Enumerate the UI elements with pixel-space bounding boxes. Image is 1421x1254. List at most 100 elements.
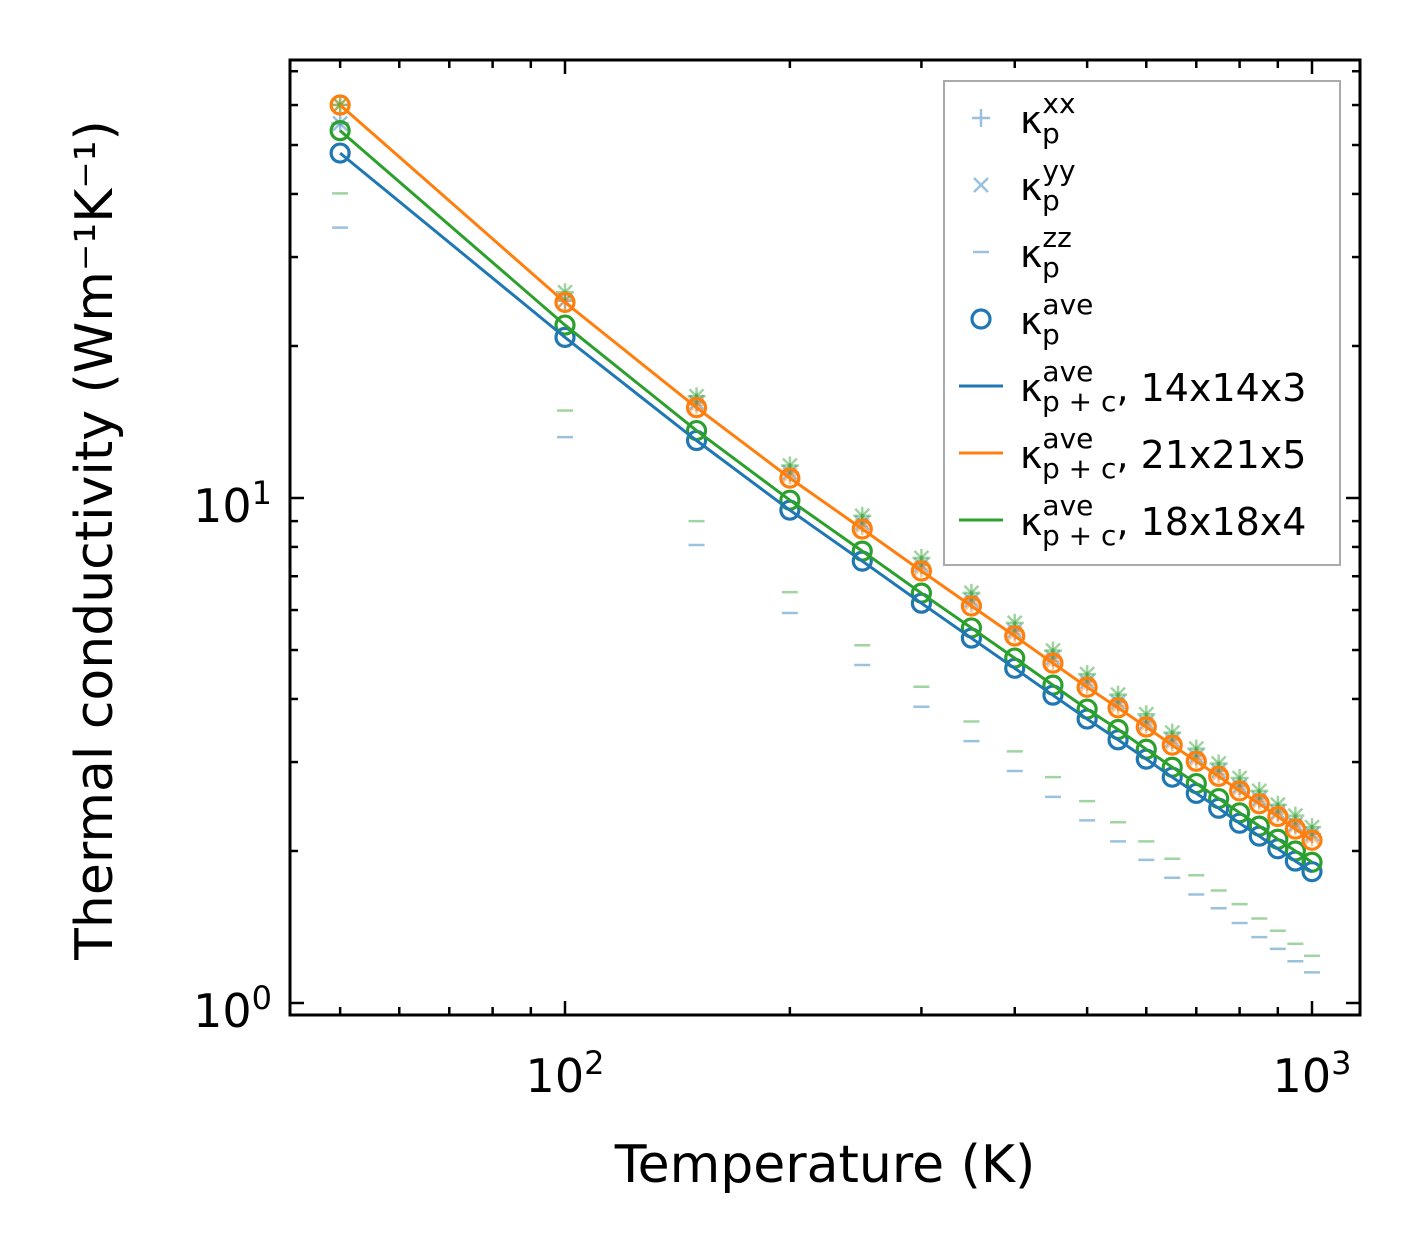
kappa-yy-point-14x14x3-b <box>1164 731 1181 748</box>
kappa-ave-point-21x21x5-c <box>1185 750 1207 772</box>
kappa-ave-point-21x21x5 <box>1248 793 1270 815</box>
legend-label: κxx p <box>1020 87 1076 150</box>
kappa-ave-point-18x18x4 <box>329 119 351 142</box>
kappa-yy-point-14x14x3 <box>332 115 349 132</box>
kappa-yy-point-14x14x3-b <box>688 394 705 411</box>
kappa-yy-point-14x14x3 <box>1045 649 1061 666</box>
kappa-yy-point-14x14x3-a <box>781 464 798 481</box>
kappa-xx-point-18x18x4 <box>780 456 799 475</box>
kappa-ave-point-21x21x5 <box>960 595 983 617</box>
kappa-yy-point-14x14x3-b <box>963 592 980 609</box>
kappa-ave-point-21x21x5 <box>1042 652 1064 674</box>
kappa-yy-point-14x14x3-b <box>1251 790 1268 807</box>
kappa-yy-point-18x18x4-b <box>332 96 349 113</box>
kappa-ave-point-14x14x3 <box>1301 861 1323 883</box>
kappa-xx-point-18x18x4 <box>1163 723 1182 742</box>
kappa-xx-point-18x18x4 <box>1268 795 1287 814</box>
kappa-xx-point-18x18x4 <box>1303 818 1321 837</box>
kappa-yy-point-14x14x3 <box>1231 778 1248 794</box>
kappa-yy-point-14x14x3 <box>1164 731 1181 748</box>
kappa-xx-point-18x18x4 <box>1137 705 1156 724</box>
kappa-ave-point-21x21x5-c <box>779 467 801 489</box>
kappa-ave-point-21x21x5-c <box>960 595 983 617</box>
kappa-yy-point-14x14x3 <box>688 394 705 411</box>
legend-item-1: κyy p <box>973 154 1076 217</box>
kappa-ave-point-21x21x5-c <box>910 560 933 582</box>
kappa-yy-point-14x14x3-b <box>1210 763 1227 779</box>
kappa-ave-point-14x14x3 <box>554 326 576 348</box>
kappa-ave-point-21x21x5 <box>1107 697 1129 719</box>
kappa-yy-point-14x14x3-b <box>1110 694 1126 711</box>
legend-box <box>943 80 1341 566</box>
kappa-ave-point-21x21x5 <box>1185 750 1207 772</box>
kappa-ave-point-21x21x5-c <box>1229 780 1251 802</box>
kappa-yy-point-14x14x3-a <box>1079 673 1096 690</box>
kappa-xx-point-18x18x4 <box>1005 613 1024 632</box>
kappa-ave-point-14x14x3-c <box>1301 861 1323 883</box>
kappa-yy-point-14x14x3 <box>1110 694 1126 711</box>
kappa-ave-point-21x21x5-c <box>1208 765 1230 788</box>
kappa-ave-point-21x21x5-c <box>1161 734 1183 756</box>
kappa-ave-point-21x21x5 <box>1161 734 1183 756</box>
x-axis-label: Temperature (K) <box>614 1135 1036 1195</box>
tick-labels: 102 103 100 101 <box>193 474 1351 1103</box>
kappa-yy-point-14x14x3 <box>854 515 871 531</box>
kappa-yy-point-14x14x3-a <box>1287 816 1304 833</box>
legend-label: κave p <box>1020 288 1093 351</box>
kappa-ave-point-18x18x4 <box>554 314 576 336</box>
legend-item-6: κave p + c, 18x18x4 <box>959 489 1306 552</box>
kappa-yy-point-14x14x3-b <box>1079 673 1096 690</box>
kappa-yy-point-14x14x3-a <box>963 592 980 609</box>
kappa-ave-point-21x21x5 <box>1267 805 1289 828</box>
kappa-ave-point-21x21x5 <box>1076 676 1098 698</box>
kappa-yy-point-14x14x3-a <box>1045 649 1061 666</box>
legend-item-3: κave p <box>970 288 1093 351</box>
kappa-yy-point-14x14x3-a <box>332 115 349 132</box>
kappa-ave-line-21x21x5 <box>339 103 1313 842</box>
kappa-ave-point-21x21x5 <box>1284 818 1306 840</box>
kappa-yy-point-14x14x3-a <box>1110 694 1126 711</box>
axis-ticks <box>290 60 1360 1015</box>
kappa-ave-point-21x21x5-c <box>1248 793 1270 815</box>
legend-circle-icon-c <box>970 308 992 330</box>
kappa-yy-point-14x14x3-b <box>1188 748 1205 765</box>
legend-item-4: κave p + c, 14x14x3 <box>959 355 1306 418</box>
kappa-ave-point-21x21x5-c <box>1284 818 1306 840</box>
kappa-ave-point-21x21x5-c <box>1004 625 1026 647</box>
kappa-ave-point-21x21x5 <box>1208 765 1230 788</box>
legend-item-2: κzz p <box>973 221 1072 284</box>
kappa-ave-point-14x14x3-c <box>329 142 351 164</box>
kappa-yy-point-14x14x3 <box>781 464 798 481</box>
kappa-yy-point-14x14x3-b <box>1287 816 1304 833</box>
legend-label: κave p + c, 18x18x4 <box>1020 489 1306 552</box>
kappa-xx-point-18x18x4 <box>962 583 981 602</box>
kappa-ave-point-21x21x5-c <box>1135 716 1157 738</box>
legend-item-0: κxx p <box>972 87 1076 150</box>
kappa-ave-point-21x21x5-c <box>1042 652 1064 674</box>
legend-label: κave p + c, 21x21x5 <box>1020 422 1306 485</box>
kappa-ave-point-18x18x4-c <box>554 314 576 336</box>
kappa-yy-point-14x14x3-b <box>1231 778 1248 794</box>
kappa-ave-point-21x21x5-c <box>851 518 873 540</box>
legend-label: κzz p <box>1020 221 1072 284</box>
kappa-ave-point-21x21x5-c <box>685 397 708 419</box>
kappa-yy-point-14x14x3-a <box>1006 622 1023 639</box>
kappa-yy-point-14x14x3-b <box>1006 622 1023 639</box>
kappa-xx-point-18x18x4 <box>1187 739 1206 758</box>
kappa-yy-point-14x14x3-a <box>1251 790 1268 807</box>
kappa-yy-point-14x14x3 <box>963 592 980 609</box>
kappa-ave-point-21x21x5-c <box>1076 676 1098 698</box>
legend-circle-icon <box>970 308 992 330</box>
kappa-yy-point-14x14x3-b <box>332 115 349 132</box>
kappa-yy-point-14x14x3 <box>1188 748 1205 765</box>
kappa-yy-point-14x14x3 <box>1079 673 1096 690</box>
kappa-ave-point-21x21x5 <box>554 291 576 313</box>
kappa-yy-point-14x14x3-a <box>913 557 930 574</box>
legend-cross-icon <box>973 177 989 193</box>
legend-cross-icon-b <box>973 177 989 193</box>
kappa-yy-point-14x14x3-b <box>854 515 871 531</box>
kappa-yy-point-14x14x3-a <box>1188 748 1205 765</box>
kappa-ave-point-21x21x5-c <box>1107 697 1129 719</box>
